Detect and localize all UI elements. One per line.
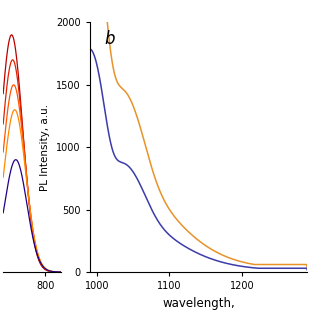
Text: b: b	[105, 30, 115, 48]
Y-axis label: PL Intensity, a.u.: PL Intensity, a.u.	[40, 104, 50, 191]
X-axis label: wavelength,: wavelength,	[162, 297, 235, 309]
